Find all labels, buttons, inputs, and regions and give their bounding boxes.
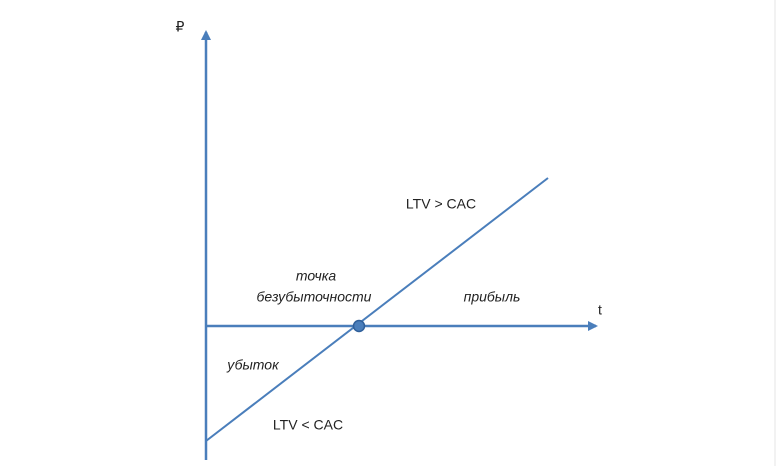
break-even-label: безубыточности <box>257 289 372 305</box>
ltv-line <box>205 177 549 442</box>
break-even-label: точка <box>296 268 337 284</box>
x-axis-label: t <box>598 302 602 318</box>
break-even-point <box>352 319 366 333</box>
loss-label: убыток <box>226 357 280 373</box>
profit-label: прибыль <box>464 289 521 305</box>
y-axis-label: ₽ <box>176 19 185 35</box>
lower-condition: LTV < CAC <box>273 417 343 433</box>
upper-condition: LTV > CAC <box>406 196 476 212</box>
